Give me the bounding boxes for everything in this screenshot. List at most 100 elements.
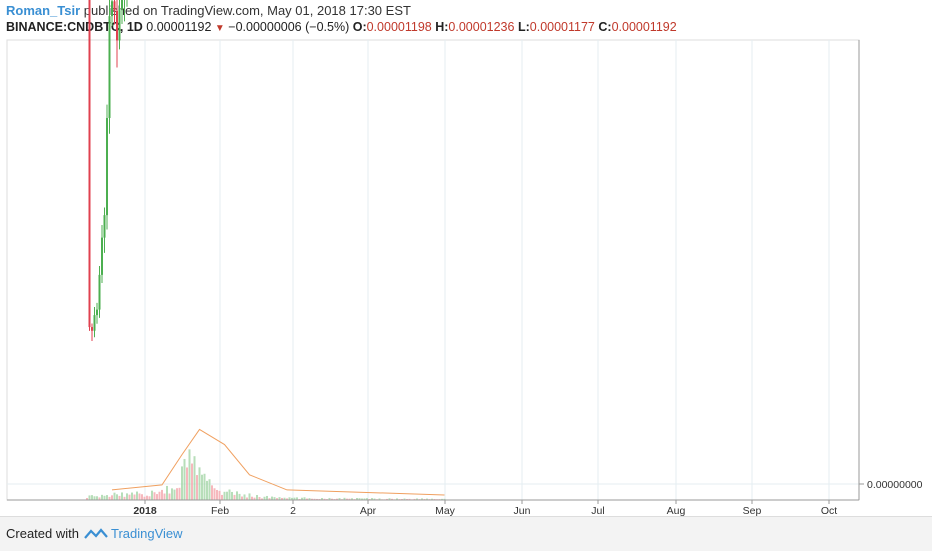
volume-bar [216,489,218,500]
x-tick-label: Sep [743,505,762,516]
high-value: 0.00001236 [448,20,515,34]
last-price: 0.00001192 [146,20,212,34]
ohlc-line: BINANCE:CNDBTC, 1D 0.00001192 ▼ −0.00000… [6,19,677,37]
volume-bar [321,498,323,500]
volume-bar [276,498,278,500]
volume-bar [266,495,268,500]
publish-line: Roman_Tsir published on TradingView.com,… [6,2,411,20]
low-value: 0.00001177 [529,20,595,34]
volume-bar [188,449,191,500]
candle-body [116,10,118,41]
volume-bar [386,498,388,500]
volume-bar [406,498,408,500]
candle-body [106,118,108,216]
open-value: 0.00001198 [366,20,432,34]
volume-bar [303,497,306,500]
open-label: O: [352,20,367,34]
volume-bar [181,466,183,500]
tradingview-link[interactable]: TradingView [111,526,183,541]
volume-bar [176,488,178,500]
volume-bar [136,491,138,500]
volume-bar [251,496,253,500]
volume-bar [313,498,316,500]
volume-bar [226,491,228,500]
volume-bar [256,494,258,500]
volume-ma [111,428,445,496]
volume-bar [373,498,376,500]
volume-bar [388,498,391,500]
volume-bar [236,491,238,500]
volume-bar [296,497,298,500]
volume-bar [138,493,141,500]
high-label: H: [435,20,449,34]
volume-bar [371,498,373,500]
candle-body [88,0,91,328]
close-value: 0.00001192 [611,20,677,34]
volume-bar [323,498,326,500]
volume-bar [193,456,196,500]
volume-bar [103,495,106,500]
volume-bar [98,497,101,500]
volume-bar [223,491,226,500]
x-axis: 2018 Feb 2 Apr May Jun Jul Aug Sep Oct [7,499,859,516]
volume-bar [118,495,121,500]
volume-bar [298,498,301,500]
volume-bar [238,493,241,500]
volume-bar [221,494,223,500]
volume-bar [146,495,148,500]
volume-bar [241,496,243,500]
volume-bar [261,498,263,500]
volume-bar [288,497,291,500]
volume-bar [426,498,428,500]
volume-bar [96,496,98,500]
volume-bar [413,498,416,500]
x-tick-label: Oct [821,505,837,516]
volume-bar [336,498,338,500]
volume-bar [143,496,146,500]
volume-bar [306,498,308,500]
volume-bar [268,498,271,500]
volume-bar [431,498,433,500]
candle-body [93,315,96,331]
volume-bar [206,480,208,500]
ma-line [111,428,445,496]
volume-bar [141,494,143,500]
volume-bar [243,494,246,500]
volume-bar [338,498,341,500]
volume-bar [203,473,206,500]
volume-bar [213,488,216,500]
created-with-text: Created with [6,526,79,541]
volume-bar [328,497,331,500]
volume-bar [316,498,318,500]
volume-bar [101,494,103,500]
candle-body [98,274,101,310]
candles [88,0,128,342]
volume-bar [158,491,161,500]
volume-bar [361,498,363,500]
volume-bar [93,496,96,500]
volume-bar [173,489,176,500]
plot-border [6,39,860,501]
volume-bar [88,495,91,500]
price-chart[interactable]: 0.000000000.000005000.000010000.00001500… [0,0,932,516]
volume-bar [111,495,113,500]
volume-bar [106,495,108,500]
volume-bar [258,497,261,500]
x-tick-label: Jul [591,505,604,516]
volume-bar [391,498,393,500]
volume-bar [128,494,131,500]
volume-bar [441,498,443,500]
candle-body [101,237,103,275]
footer-bar: Created with TradingView [0,516,932,551]
candle-body [91,327,93,331]
volume-bar [331,498,333,500]
y-tick-label: 0.00000000 [867,479,923,491]
volume-bar [346,498,348,500]
x-tick-label: 2 [290,505,296,516]
volume-bar [421,498,423,500]
close-label: C: [598,20,612,34]
volume-bar [121,492,123,500]
volume-bar [196,475,198,500]
candle-body [121,0,123,11]
author-link[interactable]: Roman_Tsir [6,3,81,18]
